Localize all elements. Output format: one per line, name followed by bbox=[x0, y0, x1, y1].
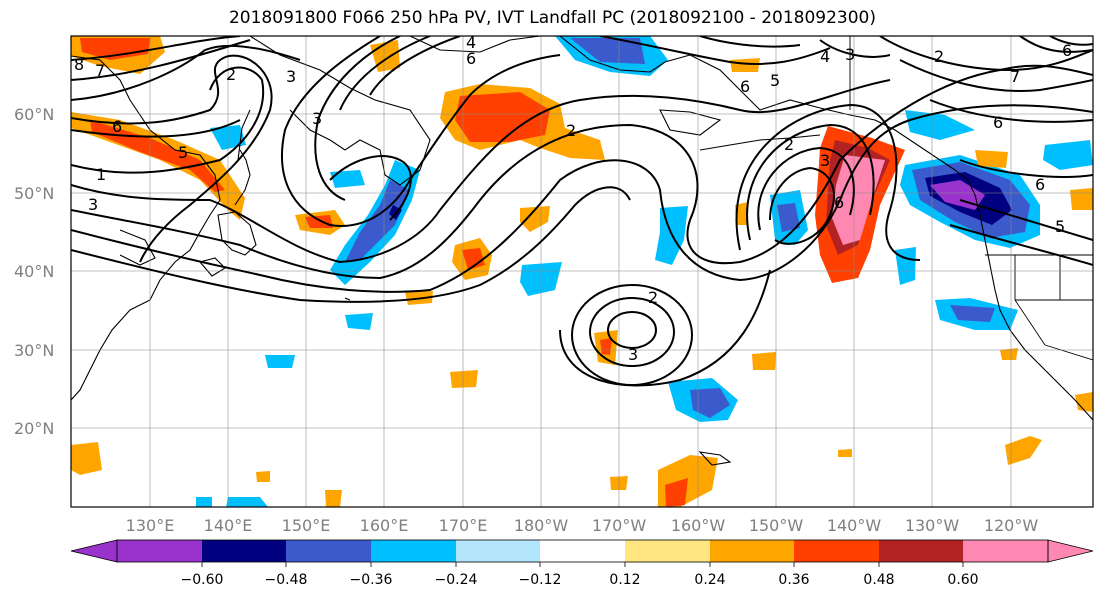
shade-negative-bering-core bbox=[570, 38, 645, 64]
latitude-labels: 60°N 50°N 40°N 30°N 20°N bbox=[14, 105, 54, 438]
colorbar-extend-low bbox=[70, 539, 118, 563]
contour-label: 8 bbox=[74, 55, 84, 74]
map-frame bbox=[70, 35, 1094, 508]
contour-label: 6 bbox=[834, 193, 844, 212]
colorbar-tick-label: −0.60 bbox=[181, 572, 224, 588]
contour-label: 3 bbox=[820, 151, 830, 170]
contour-label: 3 bbox=[628, 345, 638, 364]
contour-label: 3 bbox=[286, 67, 296, 86]
lon-label: 160°E bbox=[360, 516, 409, 535]
contour-label: 7 bbox=[95, 61, 105, 80]
lon-label: 140°E bbox=[204, 516, 253, 535]
colorbar-bin bbox=[879, 540, 963, 562]
contour-label: 6 bbox=[740, 77, 750, 96]
lon-label: 120°W bbox=[984, 516, 1039, 535]
contour-label: 6 bbox=[466, 49, 476, 68]
contour-label: 2 bbox=[934, 47, 944, 66]
contour-labels: 8 7 6 5 1 3 2 3 4 6 2 3 6 5 4 3 2 6 2 3 … bbox=[74, 33, 1072, 364]
contour-label: 7 bbox=[1010, 67, 1020, 86]
colorbar-ticks bbox=[201, 562, 964, 567]
map-panel: 8 7 6 5 1 3 2 3 4 6 2 3 6 5 4 3 2 6 2 3 … bbox=[71, 33, 1093, 507]
contour-label: 3 bbox=[312, 109, 322, 128]
lon-label: 130°E bbox=[126, 516, 175, 535]
colorbar-bin bbox=[963, 540, 1048, 562]
shade-negative-west-core bbox=[345, 180, 410, 262]
contour-label: 4 bbox=[820, 47, 830, 66]
contour-label: 6 bbox=[112, 117, 122, 136]
lat-label: 40°N bbox=[14, 262, 54, 281]
lon-label: 170°W bbox=[592, 516, 647, 535]
colorbar-outline bbox=[116, 539, 1049, 563]
contour-label: 2 bbox=[566, 121, 576, 140]
colorbar-tick-label: −0.36 bbox=[350, 572, 393, 588]
colorbar-bin bbox=[456, 540, 540, 562]
lat-label: 30°N bbox=[14, 341, 54, 360]
contour-label: 2 bbox=[648, 288, 658, 307]
colorbar-bin bbox=[286, 540, 371, 562]
colorbar-bin bbox=[625, 540, 710, 562]
contour-label: 2 bbox=[784, 135, 794, 154]
contour-label: 2 bbox=[226, 65, 236, 84]
map-title: 2018091800 F066 250 hPa PV, IVT Landfall… bbox=[228, 8, 876, 28]
colorbar-tick-label: −0.24 bbox=[435, 572, 478, 588]
colorbar-bin bbox=[710, 540, 794, 562]
shade-positive-kamchatka-core bbox=[455, 92, 550, 142]
colorbar-bin bbox=[794, 540, 879, 562]
colorbar-tick-label: 0.48 bbox=[863, 572, 894, 588]
contour-label: 4 bbox=[466, 33, 476, 52]
lat-label: 60°N bbox=[14, 105, 54, 124]
colorbar-bin bbox=[540, 540, 625, 562]
lon-label: 180°W bbox=[514, 516, 569, 535]
contour-label: 5 bbox=[770, 71, 780, 90]
lat-label: 50°N bbox=[14, 184, 54, 203]
shading-layer bbox=[71, 36, 1093, 507]
colorbar-extend-high bbox=[1047, 539, 1094, 563]
ocean-background bbox=[71, 36, 1093, 507]
shade-positive-japan-core bbox=[90, 120, 225, 192]
lon-label: 140°W bbox=[827, 516, 882, 535]
colorbar-tick-label: −0.12 bbox=[519, 572, 562, 588]
shade-positive-nw-core bbox=[80, 38, 150, 60]
lon-label: 170°E bbox=[439, 516, 488, 535]
contour-label: 5 bbox=[178, 143, 188, 162]
colorbar-bin bbox=[202, 540, 286, 562]
colorbar: −0.60 −0.48 −0.36 −0.24 −0.12 0.12 0.24 … bbox=[70, 539, 1094, 588]
colorbar-tick-label: 0.36 bbox=[778, 572, 809, 588]
contour-label: 5 bbox=[1055, 217, 1065, 236]
contour-label: 6 bbox=[1035, 175, 1045, 194]
state-borders bbox=[849, 36, 1093, 361]
colorbar-bin bbox=[117, 540, 202, 562]
longitude-labels: 130°E 140°E 150°E 160°E 170°E 180°W 170°… bbox=[126, 516, 1039, 535]
lat-label: 20°N bbox=[14, 419, 54, 438]
colorbar-tick-label: 0.24 bbox=[694, 572, 725, 588]
contour-label: 3 bbox=[845, 45, 855, 64]
lon-label: 150°E bbox=[282, 516, 331, 535]
colorbar-tick-label: 0.60 bbox=[947, 572, 978, 588]
lon-label: 130°W bbox=[905, 516, 960, 535]
lon-label: 160°W bbox=[671, 516, 726, 535]
colorbar-tick-label: −0.48 bbox=[265, 572, 308, 588]
contour-label: 6 bbox=[1062, 41, 1072, 60]
gridlines bbox=[71, 36, 1093, 507]
colorbar-bin bbox=[371, 540, 456, 562]
colorbar-tick-label: 0.12 bbox=[609, 572, 640, 588]
contour-label: 1 bbox=[96, 165, 106, 184]
pv-contours bbox=[71, 36, 1093, 387]
lon-label: 150°W bbox=[749, 516, 804, 535]
contour-label: 6 bbox=[993, 113, 1003, 132]
contour-label: 3 bbox=[88, 195, 98, 214]
